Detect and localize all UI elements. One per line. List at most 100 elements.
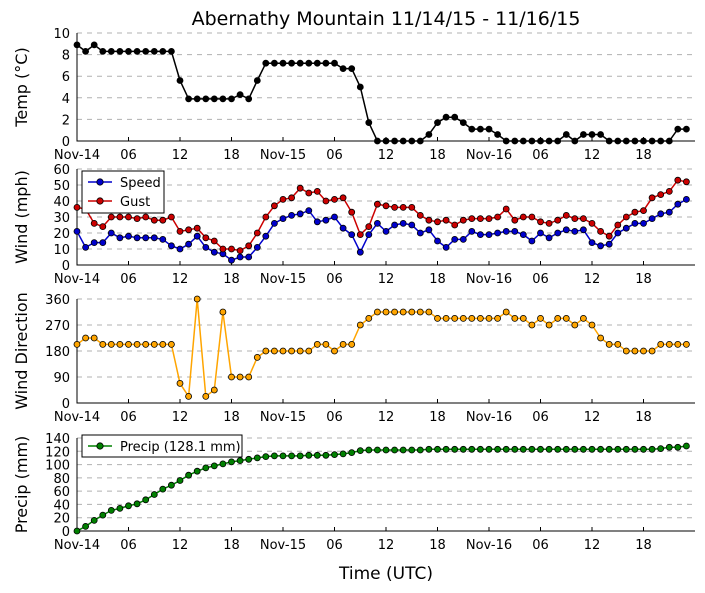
data-point — [382, 202, 390, 210]
data-point — [176, 227, 184, 235]
data-point — [210, 237, 218, 245]
data-point — [305, 189, 313, 197]
data-point — [622, 347, 630, 355]
data-point — [434, 237, 441, 245]
data-point — [150, 340, 158, 348]
data-point — [683, 195, 690, 203]
data-point — [193, 232, 201, 240]
x-tick-label: Nov-16 — [466, 272, 512, 287]
x-tick-label: 12 — [172, 410, 189, 425]
data-point — [665, 340, 673, 348]
data-point — [125, 213, 132, 221]
data-point — [434, 119, 441, 126]
data-point — [73, 227, 81, 235]
data-point — [159, 235, 167, 243]
data-point — [99, 239, 107, 247]
data-point — [270, 202, 278, 210]
data-point — [485, 215, 493, 223]
data-point — [270, 219, 278, 227]
data-point — [605, 240, 613, 248]
data-point — [502, 308, 510, 316]
data-point — [159, 340, 167, 348]
x-tick-label: 12 — [172, 272, 189, 287]
data-point — [562, 211, 570, 219]
data-point — [537, 314, 544, 322]
data-point — [391, 203, 399, 211]
data-point — [434, 445, 441, 453]
data-point — [399, 219, 407, 227]
data-point — [116, 48, 124, 55]
data-point — [288, 211, 296, 219]
data-point — [150, 234, 158, 242]
data-point — [468, 125, 476, 133]
data-point — [674, 125, 682, 133]
data-point — [408, 446, 416, 454]
y-tick-label: 100 — [45, 459, 70, 474]
data-point — [373, 446, 381, 454]
x-tick-label: Nov-15 — [260, 148, 306, 163]
data-point — [605, 445, 613, 453]
data-point — [416, 229, 424, 237]
y-tick-label: 0 — [62, 525, 70, 540]
y-tick-label: 30 — [53, 211, 70, 226]
data-point — [202, 234, 210, 242]
data-point — [683, 178, 690, 186]
y-tick-label: 0 — [62, 397, 70, 412]
data-point — [648, 215, 656, 223]
data-point — [270, 59, 278, 67]
data-point — [425, 131, 433, 138]
x-tick-label: Nov-16 — [466, 148, 512, 163]
data-point — [270, 452, 278, 460]
data-point — [356, 248, 364, 256]
data-point — [434, 314, 441, 322]
data-point — [305, 451, 313, 459]
data-point — [597, 131, 604, 138]
data-point — [253, 353, 261, 361]
y-tick-label: 120 — [45, 445, 70, 460]
data-point — [228, 256, 235, 264]
data-point — [588, 239, 596, 247]
data-point — [202, 95, 210, 103]
data-point — [193, 295, 201, 303]
data-point — [296, 210, 304, 218]
data-point — [631, 219, 639, 227]
x-tick-label: 18 — [635, 148, 652, 163]
data-point — [296, 59, 304, 67]
x-tick-label: 18 — [223, 272, 240, 287]
data-point — [176, 245, 184, 253]
x-tick-label: 06 — [532, 148, 549, 163]
data-point — [107, 213, 115, 221]
x-tick-label: Nov-14 — [54, 410, 100, 425]
data-point — [425, 216, 433, 224]
data-point — [459, 445, 467, 453]
y-tick-label: 180 — [45, 345, 70, 360]
data-point — [640, 219, 647, 227]
data-point — [356, 83, 364, 91]
data-point — [236, 373, 244, 381]
data-point — [219, 245, 227, 253]
data-point — [597, 334, 604, 342]
data-point — [167, 242, 175, 250]
data-point — [502, 137, 510, 145]
data-point — [228, 245, 235, 253]
data-point — [468, 227, 476, 235]
series-line-precip-128-1-mm — [76, 445, 687, 532]
data-point — [665, 137, 673, 145]
x-tick-label: 06 — [532, 272, 549, 287]
data-point — [373, 219, 381, 227]
legend-label: Speed — [120, 176, 161, 191]
x-tick-label: 18 — [429, 538, 446, 553]
data-point — [528, 137, 536, 145]
data-point — [202, 464, 210, 472]
data-point — [185, 240, 193, 248]
data-point — [90, 239, 98, 247]
data-point — [219, 95, 227, 103]
data-point — [485, 314, 493, 322]
data-point — [519, 231, 527, 239]
data-point — [614, 221, 622, 229]
data-point — [485, 445, 493, 453]
data-point — [73, 527, 81, 535]
data-point — [657, 210, 665, 218]
data-point — [425, 445, 433, 453]
